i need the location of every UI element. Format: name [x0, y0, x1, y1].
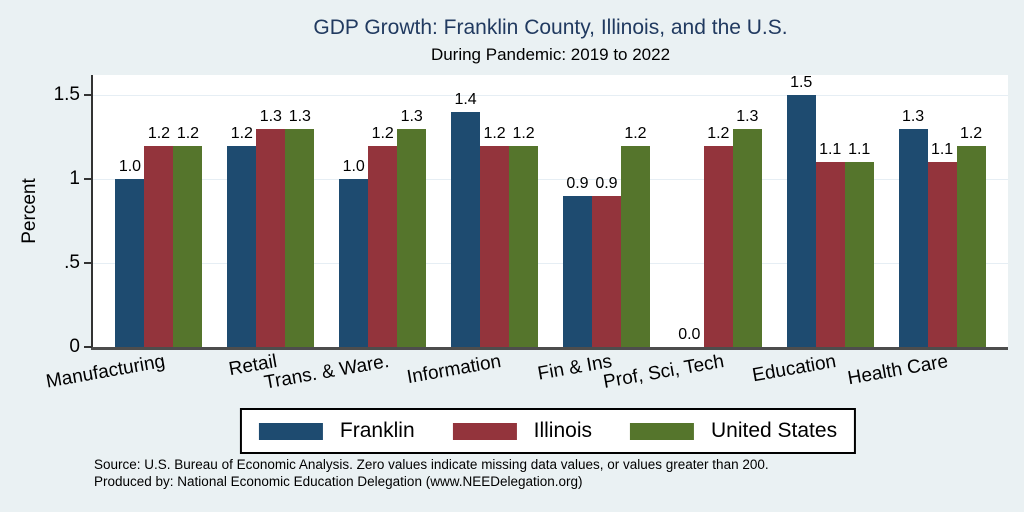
plot-area: 1.0 1.2 1.2 1.2 1.3 1.3 1.0 1.2 1.3 1.4 1.2 1.2 0.9 0… — [91, 74, 1008, 350]
bar — [339, 179, 369, 347]
legend-swatch — [452, 422, 517, 440]
bar-value-label: 1.1 — [819, 141, 842, 158]
bar — [927, 162, 957, 347]
bar — [562, 196, 592, 347]
chart-subtitle: During Pandemic: 2019 to 2022 — [430, 45, 671, 64]
y-tick-label: 1 — [69, 168, 80, 190]
chart-title: GDP Growth: Franklin County, Illinois, a… — [313, 16, 788, 39]
legend-label: United States — [710, 419, 838, 442]
gridline — [93, 263, 1008, 265]
bar — [285, 129, 315, 347]
bar-value-label: 0.0 — [678, 326, 701, 343]
bar-value-label: 1.1 — [848, 141, 871, 158]
bar-value-label: 0.9 — [566, 175, 589, 192]
bar-value-label: 1.3 — [400, 108, 423, 125]
bar — [256, 129, 286, 347]
bar-value-label: 1.4 — [454, 91, 477, 108]
bar — [509, 146, 539, 347]
bar — [591, 196, 621, 347]
bar-value-label: 1.2 — [176, 125, 200, 142]
bar — [786, 95, 816, 347]
bar — [451, 112, 481, 347]
y-tick-label: 1.5 — [53, 84, 80, 106]
bar-value-label: 0.9 — [595, 175, 618, 192]
bar-value-label: 1.3 — [288, 108, 311, 125]
legend-item-illinois: Illinois — [452, 419, 592, 443]
legend-swatch — [629, 422, 694, 440]
bar — [480, 146, 510, 347]
bar — [173, 146, 203, 347]
bar-value-label: 1.0 — [342, 158, 365, 175]
bar-value-label: 1.1 — [930, 141, 954, 158]
bar-value-label: 1.2 — [959, 125, 983, 142]
y-axis-line — [91, 75, 93, 350]
bar-value-label: 1.3 — [901, 108, 925, 125]
bar — [703, 146, 733, 347]
bar — [956, 146, 986, 347]
source-note: Source: U.S. Bureau of Economic Analysis… — [94, 457, 769, 490]
bar — [620, 146, 650, 347]
bar — [115, 179, 145, 347]
bar-value-label: 1.2 — [147, 125, 171, 142]
produced-by-line: Produced by: National Economic Education… — [94, 473, 583, 489]
legend-label: Franklin — [339, 419, 415, 442]
bar-value-label: 1.2 — [483, 125, 506, 142]
y-tick-mark — [84, 346, 92, 348]
bar — [844, 162, 874, 347]
bar — [144, 146, 174, 347]
bar-value-label: 1.3 — [736, 108, 759, 125]
bar-value-label: 1.2 — [624, 125, 647, 142]
bar — [368, 146, 398, 347]
bar — [898, 129, 928, 347]
x-axis-line — [91, 347, 1008, 350]
bar-value-label: 1.2 — [707, 125, 730, 142]
legend-label: Illinois — [533, 419, 592, 442]
bar-value-label: 1.2 — [230, 125, 253, 142]
bar — [397, 129, 427, 347]
bar-value-label: 1.0 — [118, 158, 142, 175]
bar-value-label: 1.2 — [371, 125, 394, 142]
legend-swatch — [258, 422, 323, 440]
bar — [815, 162, 845, 347]
legend-item-united-states: United States — [629, 419, 838, 443]
y-tick-mark — [84, 178, 92, 181]
y-tick-label: .5 — [64, 252, 80, 274]
source-line: Source: U.S. Bureau of Economic Analysis… — [94, 457, 769, 472]
y-tick-mark — [84, 94, 92, 97]
y-tick-mark — [84, 262, 92, 265]
bar — [732, 129, 762, 347]
bar-value-label: 1.2 — [512, 125, 535, 142]
gridline — [93, 95, 1008, 97]
y-tick-label: 0 — [69, 336, 80, 357]
bar — [227, 146, 257, 347]
legend: Franklin Illinois United States — [239, 408, 857, 454]
bar-value-label: 1.5 — [790, 74, 813, 91]
gridline — [93, 179, 1008, 181]
bar-value-label: 1.3 — [259, 108, 282, 125]
legend-item-franklin: Franklin — [258, 419, 415, 443]
